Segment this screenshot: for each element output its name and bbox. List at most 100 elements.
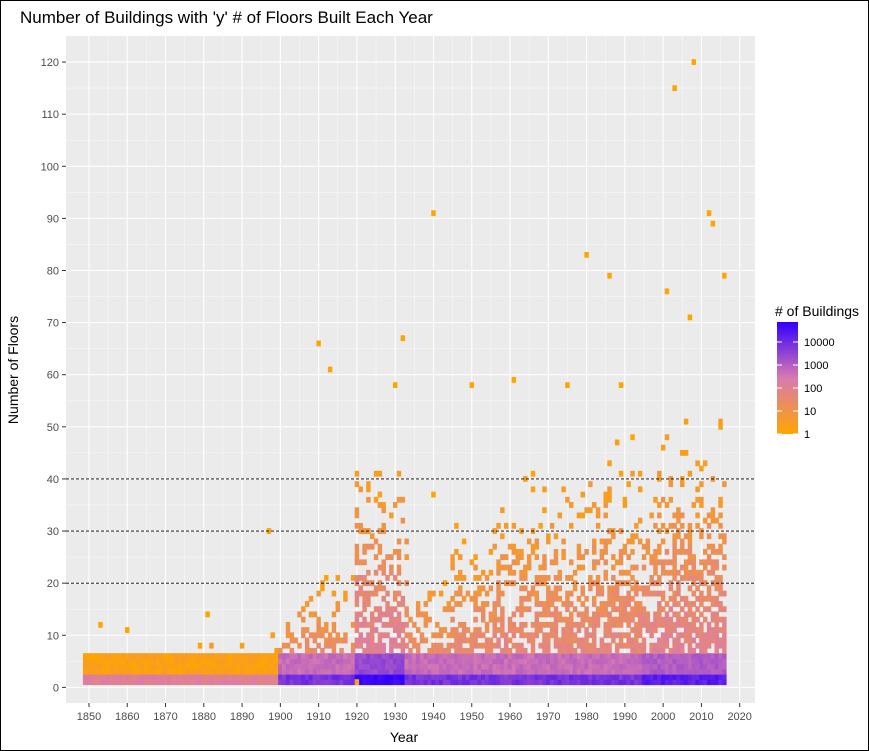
heatmap-cell: [477, 642, 482, 649]
heatmap-cell: [354, 627, 360, 633]
heatmap-cell: [645, 621, 651, 628]
heatmap-cell: [588, 632, 593, 639]
heatmap-cell: [224, 658, 229, 665]
heatmap-cell: [676, 616, 681, 623]
heatmap-cell: [454, 663, 459, 670]
heatmap-cell: [706, 637, 712, 644]
heatmap-cell: [680, 606, 685, 613]
heatmap-cell: [423, 658, 429, 665]
heatmap-cell: [412, 663, 417, 670]
heatmap-cell: [584, 251, 589, 258]
heatmap-cell: [125, 674, 130, 680]
heatmap-cell: [634, 621, 639, 628]
heatmap-cell: [392, 548, 398, 555]
heatmap-cell: [144, 679, 149, 686]
heatmap-cell: [569, 590, 574, 597]
heatmap-cell: [392, 616, 398, 623]
heatmap-cell: [385, 621, 390, 628]
heatmap-cell: [320, 668, 325, 675]
heatmap-cell: [167, 658, 172, 665]
heatmap-cell: [703, 653, 708, 660]
heatmap-cell: [236, 679, 241, 686]
heatmap-cell: [611, 668, 616, 675]
heatmap-cell: [488, 616, 494, 623]
heatmap-cell: [366, 496, 371, 503]
heatmap-cell: [530, 679, 536, 686]
heatmap-cell: [660, 642, 666, 649]
heatmap-cell: [580, 616, 585, 623]
heatmap-cell: [637, 653, 643, 660]
heatmap-cell: [136, 663, 141, 670]
heatmap-cell: [308, 647, 314, 654]
heatmap-cell: [362, 543, 367, 550]
heatmap-cell: [703, 595, 708, 602]
heatmap-cell: [561, 627, 566, 633]
heatmap-cell: [557, 575, 562, 581]
heatmap-cell: [431, 674, 436, 680]
heatmap-cell: [634, 663, 639, 670]
heatmap-cell: [484, 653, 490, 660]
heatmap-cell: [622, 674, 628, 680]
heatmap-cell: [396, 658, 402, 665]
heatmap-cell: [488, 569, 494, 576]
heatmap-cell: [680, 674, 685, 680]
heatmap-cell: [105, 663, 111, 670]
heatmap-cell: [569, 559, 574, 566]
heatmap-cell: [714, 637, 719, 644]
heatmap-cell: [190, 658, 195, 665]
heatmap-cell: [385, 663, 390, 670]
heatmap-cell: [385, 668, 390, 675]
heatmap-cell: [676, 548, 681, 555]
heatmap-cell: [699, 627, 704, 633]
heatmap-cell: [626, 653, 631, 660]
heatmap-cell: [396, 538, 402, 545]
heatmap-cell: [588, 653, 593, 660]
heatmap-cell: [392, 653, 398, 660]
heatmap-cell: [676, 642, 681, 649]
heatmap-cell: [584, 668, 589, 675]
heatmap-cell: [389, 674, 394, 680]
heatmap-cell: [312, 668, 318, 675]
heatmap-cell: [350, 653, 356, 660]
heatmap-cell: [442, 674, 448, 680]
heatmap-cell: [718, 653, 723, 660]
heatmap-cell: [102, 653, 107, 660]
heatmap-cell: [546, 533, 551, 540]
heatmap-cell: [431, 632, 436, 639]
heatmap-cell: [599, 554, 605, 560]
heatmap-cell: [691, 590, 696, 597]
heatmap-cell: [645, 538, 651, 545]
heatmap-cell: [86, 674, 92, 680]
heatmap-cell: [592, 538, 597, 545]
heatmap-cell: [672, 601, 677, 607]
heatmap-cell: [703, 674, 708, 680]
heatmap-cell: [450, 564, 455, 571]
heatmap-cell: [117, 663, 122, 670]
heatmap-cell: [511, 653, 517, 660]
heatmap-cell: [634, 653, 639, 660]
heatmap-cell: [442, 647, 448, 654]
heatmap-cell: [335, 606, 340, 613]
heatmap-cell: [680, 564, 685, 571]
heatmap-cell: [695, 595, 700, 602]
heatmap-cell: [595, 522, 601, 529]
heatmap-cell: [377, 470, 383, 477]
heatmap-cell: [347, 663, 352, 670]
heatmap-cell: [442, 580, 448, 587]
heatmap-cell: [331, 679, 337, 686]
heatmap-cell: [710, 559, 716, 566]
heatmap-cell: [722, 564, 727, 571]
heatmap-cell: [415, 647, 421, 654]
heatmap-cell: [649, 621, 654, 628]
heatmap-cell: [584, 679, 589, 686]
heatmap-cell: [251, 674, 256, 680]
heatmap-cell: [377, 679, 383, 686]
heatmap-cell: [599, 611, 605, 618]
heatmap-cell: [304, 674, 310, 680]
heatmap-cell: [695, 486, 700, 493]
heatmap-cell: [534, 668, 540, 675]
heatmap-cell: [584, 507, 589, 514]
y-tick-label: 100: [41, 161, 59, 173]
x-tick-label: 1940: [421, 711, 445, 723]
heatmap-cell: [147, 674, 153, 680]
